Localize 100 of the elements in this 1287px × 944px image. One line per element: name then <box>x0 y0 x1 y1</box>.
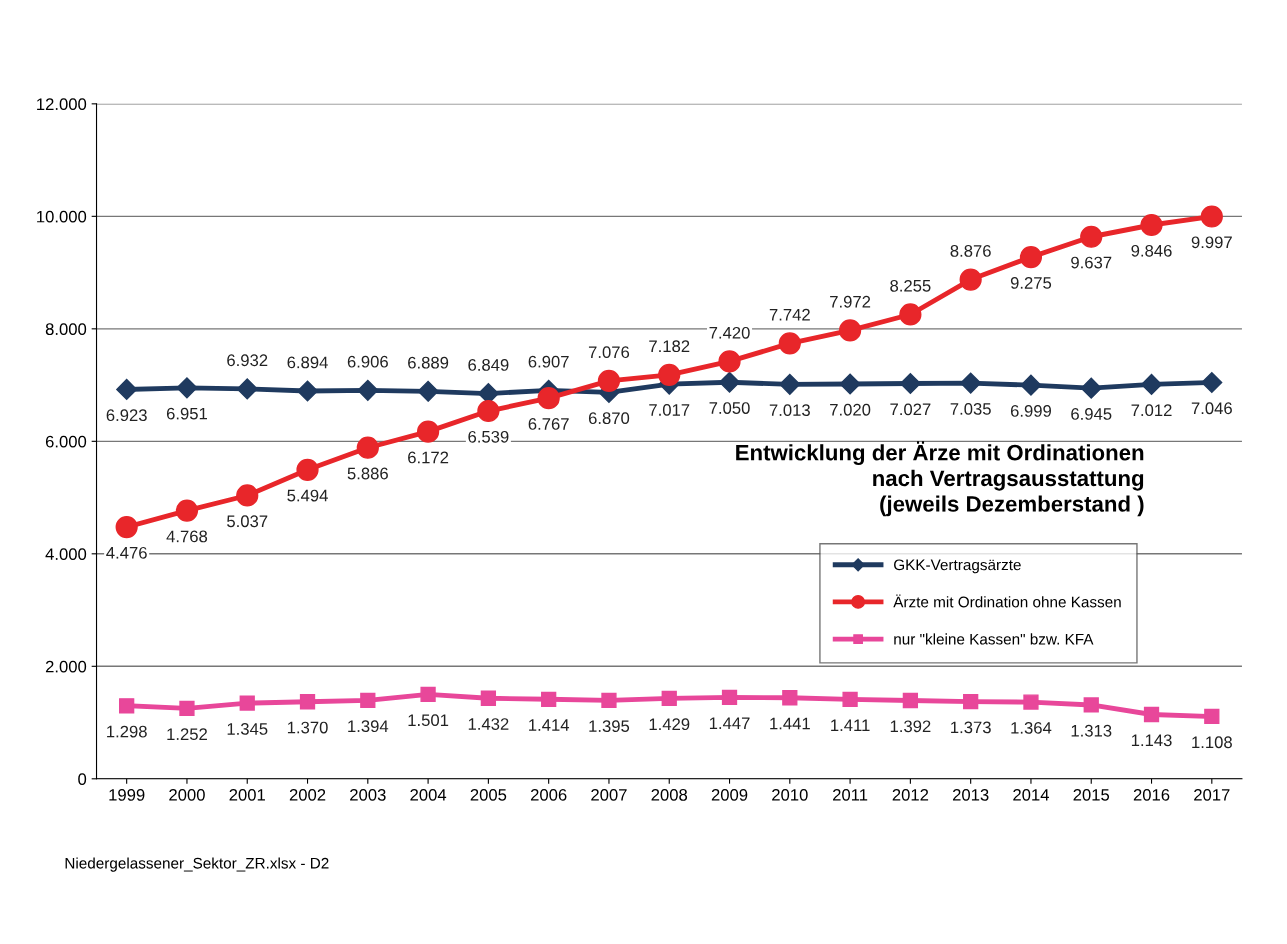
point <box>838 319 862 342</box>
point <box>718 350 741 373</box>
point <box>477 399 500 423</box>
data-label: 9.997 <box>1191 236 1232 249</box>
data-label: 8.876 <box>950 245 991 257</box>
data-label: 1.414 <box>529 719 570 731</box>
point <box>417 380 439 402</box>
data-label: 6.889 <box>408 356 449 369</box>
point <box>541 691 557 707</box>
data-label: 5.886 <box>347 467 388 480</box>
data-label: 7.027 <box>890 403 931 416</box>
y-tick-label: 2.000 <box>45 660 87 673</box>
data-label: 6.951 <box>166 407 207 420</box>
point <box>537 387 560 410</box>
point <box>719 371 741 393</box>
data-label: 7.182 <box>649 340 690 353</box>
data-label: 9.275 <box>1010 277 1052 289</box>
data-label: 6.539 <box>468 430 509 443</box>
point <box>236 378 258 400</box>
data-label: 1.298 <box>107 725 147 738</box>
point <box>960 372 982 394</box>
data-label: 4.476 <box>106 546 147 559</box>
x-tick-label: 2004 <box>410 788 447 801</box>
data-label: 6.870 <box>588 412 630 425</box>
data-label: 7.017 <box>649 404 690 416</box>
point <box>416 420 440 443</box>
text: Entwicklung der Ärze mit Ordinationen nach Vertragsausstattung (jeweils Dezemberstand ) <box>736 441 1144 517</box>
point <box>357 379 379 401</box>
text: Niedergelassener_Sektor_ZR.xlsx - D2 <box>65 857 329 872</box>
data-label: 1.313 <box>1071 724 1112 737</box>
point <box>299 694 316 710</box>
data-label: 1.441 <box>770 717 810 730</box>
data-label: 7.046 <box>1191 402 1232 415</box>
x-tick-label: 2014 <box>1013 788 1050 801</box>
data-label: 1.373 <box>951 721 991 734</box>
legend-label: Ärzte mit Ordination ohne Kassen <box>893 594 1121 608</box>
point <box>959 268 982 291</box>
data-label: 1.364 <box>1011 721 1052 734</box>
legend-label: GKK-Vertragsärzte <box>894 559 1021 574</box>
point <box>356 436 379 459</box>
point <box>296 458 319 481</box>
point <box>1023 694 1039 710</box>
data-label: 6.999 <box>1010 405 1052 417</box>
point <box>176 377 198 399</box>
point <box>1141 373 1163 395</box>
data-label: 6.849 <box>468 359 509 371</box>
data-label: 7.035 <box>950 402 991 415</box>
point <box>360 692 376 709</box>
data-label: 9.846 <box>1131 244 1172 257</box>
point <box>179 700 195 717</box>
x-tick-label: 2010 <box>772 788 808 801</box>
y-tick-label: 6.000 <box>45 435 87 448</box>
data-label: 1.108 <box>1192 736 1232 749</box>
data-label: 6.907 <box>528 355 569 368</box>
x-tick-label: 2016 <box>1133 788 1170 801</box>
y-tick-label: 0 <box>78 773 87 785</box>
point <box>1201 371 1223 394</box>
data-label: 7.050 <box>709 402 750 414</box>
point <box>116 378 138 400</box>
y-tick-label: 12.000 <box>37 98 87 111</box>
data-label: 6.932 <box>227 354 268 367</box>
point <box>1080 377 1102 399</box>
x-tick-label: 2000 <box>169 788 205 801</box>
data-label: 7.013 <box>769 404 810 417</box>
point <box>779 373 801 395</box>
point <box>597 369 621 392</box>
point <box>175 499 199 522</box>
point <box>899 303 922 326</box>
legend-label: nur "kleine Kassen" bzw. KFA <box>894 633 1094 645</box>
x-tick-label: 2012 <box>892 788 929 801</box>
point <box>782 690 798 706</box>
x-tick-label: 2008 <box>651 788 688 801</box>
point <box>420 686 436 703</box>
y-tick-label: 4.000 <box>45 548 87 561</box>
point <box>480 690 497 706</box>
data-label: 7.742 <box>769 308 810 321</box>
point <box>601 692 617 708</box>
point <box>1200 205 1223 228</box>
point <box>1020 374 1042 396</box>
data-label: 1.501 <box>408 714 449 727</box>
data-label: 1.143 <box>1131 734 1172 747</box>
point <box>658 363 681 386</box>
x-tick-label: 2007 <box>591 788 627 801</box>
data-label: 1.392 <box>890 720 931 733</box>
point <box>239 695 255 711</box>
x-tick-label: 2015 <box>1073 788 1110 801</box>
x-tick-label: 2011 <box>833 788 868 801</box>
x-tick-label: 2005 <box>470 788 507 801</box>
data-label: 1.395 <box>589 720 630 733</box>
point <box>119 698 135 714</box>
data-label: 1.370 <box>287 721 328 734</box>
point <box>1204 708 1220 725</box>
x-tick-label: 2001 <box>229 788 265 801</box>
data-label: 1.252 <box>167 728 207 741</box>
point <box>963 693 979 710</box>
x-tick-label: 2017 <box>1194 788 1230 801</box>
data-label: 6.172 <box>408 451 449 464</box>
point <box>661 690 677 707</box>
data-label: 1.429 <box>649 718 690 731</box>
point <box>778 332 801 355</box>
